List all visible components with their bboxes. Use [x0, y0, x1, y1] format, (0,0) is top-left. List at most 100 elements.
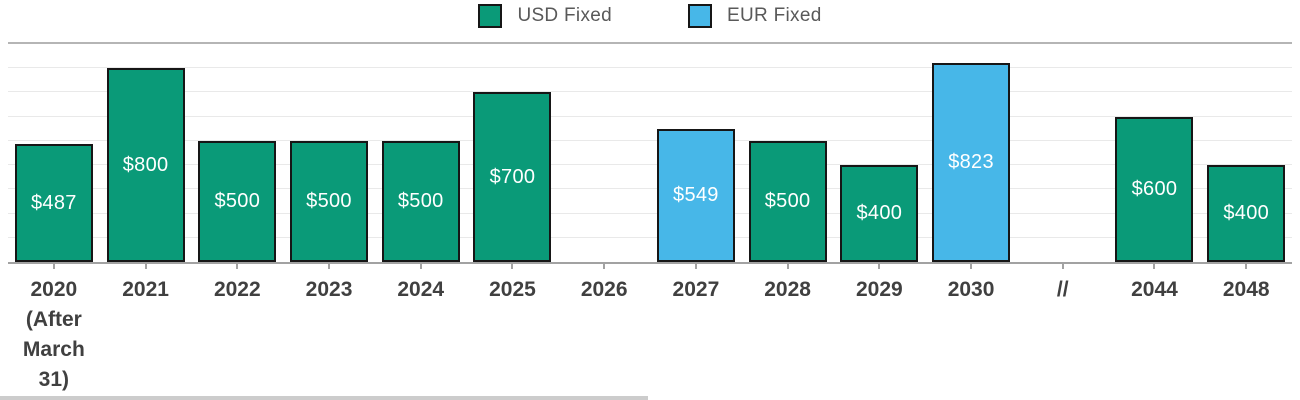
- axis-cell-2030: 2030: [925, 262, 1017, 395]
- axis-cell-2023: 2023: [283, 262, 375, 395]
- gridline-100: [8, 236, 1292, 238]
- bar-2027: $549: [656, 129, 735, 262]
- x-tick-label-2027: 2027: [672, 278, 720, 301]
- bar-slot-2029: $400: [833, 44, 925, 262]
- x-axis: 2020 (After March 31) 2021 2022 2023 2024 202…: [8, 262, 1292, 395]
- x-tick-label-axis-break: //: [1056, 278, 1069, 301]
- axis-tick-2030: [970, 262, 973, 269]
- axis-tick-2029: [878, 262, 881, 269]
- gridline-700: [8, 91, 1292, 93]
- axis-tick-2021: [144, 262, 147, 269]
- axis-tick-axis-break: [1061, 262, 1064, 269]
- bar-slot-2026: [558, 44, 650, 262]
- gridline-500: [8, 139, 1292, 141]
- axis-cell-2029: 2029: [833, 262, 925, 395]
- axis-tick-2020: [52, 262, 55, 269]
- axis-tick-2027: [694, 262, 697, 269]
- bar-slot-2023: $500: [283, 44, 375, 262]
- axis-tick-2023: [328, 262, 331, 269]
- bar-2025: $700: [473, 92, 552, 262]
- axis-cell-2027: 2027: [650, 262, 742, 395]
- x-tick-label-2048: 2048: [1222, 278, 1270, 301]
- x-tick-label-2020: 2020 (After March 31): [22, 278, 85, 391]
- bar-value-label-2030: $823: [948, 150, 994, 173]
- eur-fixed-legend-label: EUR Fixed: [727, 5, 822, 26]
- bar-slot-2021: $800: [100, 44, 192, 262]
- axis-cell-2024: 2024: [375, 262, 467, 395]
- bar-slot-2048: $400: [1200, 44, 1292, 262]
- axis-tick-2024: [419, 262, 422, 269]
- bar-2024: $500: [381, 140, 460, 262]
- axis-cell-2020: 2020 (After March 31): [8, 262, 100, 395]
- axis-tick-2026: [603, 262, 606, 269]
- bar-2030: $823: [932, 62, 1011, 262]
- axis-cell-2044: 2044: [1109, 262, 1201, 395]
- bar-2044: $600: [1115, 116, 1194, 262]
- x-tick-label-2022: 2022: [213, 278, 261, 301]
- legend: USD Fixed EUR Fixed: [0, 4, 1300, 28]
- plot-area: $487 $800 $500 $500 $500 $700 $549 $500 $400 $823…: [8, 42, 1292, 264]
- axis-tick-2025: [511, 262, 514, 269]
- bar-value-label-2029: $400: [856, 202, 903, 225]
- bar-slot-2044: $600: [1109, 44, 1201, 262]
- gridline-800: [8, 67, 1292, 69]
- bar-value-label-2025: $700: [489, 165, 536, 188]
- bar-slot-2024: $500: [375, 44, 467, 262]
- legend-item-eur-fixed: EUR Fixed: [688, 4, 822, 28]
- axis-cell-2048: 2048: [1200, 262, 1292, 395]
- axis-tick-2048: [1245, 262, 1248, 269]
- gridline-400: [8, 164, 1292, 166]
- bar-2023: $500: [290, 140, 369, 262]
- bar-2022: $500: [198, 140, 277, 262]
- x-tick-label-2028: 2028: [764, 278, 811, 301]
- axis-cell-2022: 2022: [191, 262, 283, 395]
- bar-2021: $800: [106, 68, 185, 262]
- bar-2020: $487: [14, 144, 93, 262]
- bar-value-label-2027: $549: [673, 184, 719, 207]
- bar-slot-2028: $500: [742, 44, 834, 262]
- x-tick-label-2029: 2029: [855, 278, 903, 301]
- axis-cell-2028: 2028: [742, 262, 834, 395]
- axis-tick-2028: [786, 262, 789, 269]
- axis-cell-2025: 2025: [467, 262, 559, 395]
- bar-2029: $400: [840, 165, 919, 262]
- bar-value-label-2020: $487: [31, 191, 77, 214]
- bar-value-label-2022: $500: [214, 189, 261, 212]
- bar-slot-axis-break: [1017, 44, 1109, 262]
- axis-cell-2026: 2026: [558, 262, 650, 395]
- bar-slot-2025: $700: [467, 44, 559, 262]
- legend-item-usd-fixed: USD Fixed: [478, 4, 612, 28]
- bar-slot-2020: $487: [8, 44, 100, 262]
- bar-value-label-2024: $500: [397, 189, 444, 212]
- axis-cell-2021: 2021: [100, 262, 192, 395]
- x-tick-label-2025: 2025: [489, 278, 536, 301]
- x-tick-label-2026: 2026: [580, 278, 628, 301]
- bar-value-label-2023: $500: [306, 189, 352, 212]
- x-tick-label-2021: 2021: [122, 278, 169, 301]
- usd-fixed-swatch: [478, 4, 503, 28]
- x-tick-label-2023: 2023: [305, 278, 353, 301]
- x-tick-label-2024: 2024: [397, 278, 445, 301]
- bar-slot-2022: $500: [191, 44, 283, 262]
- x-tick-label-2044: 2044: [1131, 278, 1178, 301]
- axis-tick-2044: [1153, 262, 1156, 269]
- x-tick-label-2030: 2030: [947, 278, 995, 301]
- bar-value-label-2044: $600: [1131, 177, 1178, 200]
- gridline-200: [8, 212, 1292, 214]
- bar-value-label-2021: $800: [122, 153, 169, 176]
- bar-slot-2030: $823: [925, 44, 1017, 262]
- bottom-edge-partial-element: [0, 396, 648, 400]
- gridline-600: [8, 115, 1292, 117]
- bars-row: $487 $800 $500 $500 $500 $700 $549 $500 $400 $823…: [8, 44, 1292, 262]
- axis-cell-axis-break: //: [1017, 262, 1109, 395]
- bar-slot-2027: $549: [650, 44, 742, 262]
- eur-fixed-swatch: [688, 4, 712, 28]
- axis-tick-2022: [236, 262, 239, 269]
- bar-value-label-2028: $500: [764, 189, 811, 212]
- bar-2048: $400: [1207, 165, 1286, 262]
- gridline-300: [8, 188, 1292, 190]
- bar-2028: $500: [748, 140, 827, 262]
- bar-value-label-2048: $400: [1223, 202, 1270, 225]
- usd-fixed-legend-label: USD Fixed: [517, 5, 612, 26]
